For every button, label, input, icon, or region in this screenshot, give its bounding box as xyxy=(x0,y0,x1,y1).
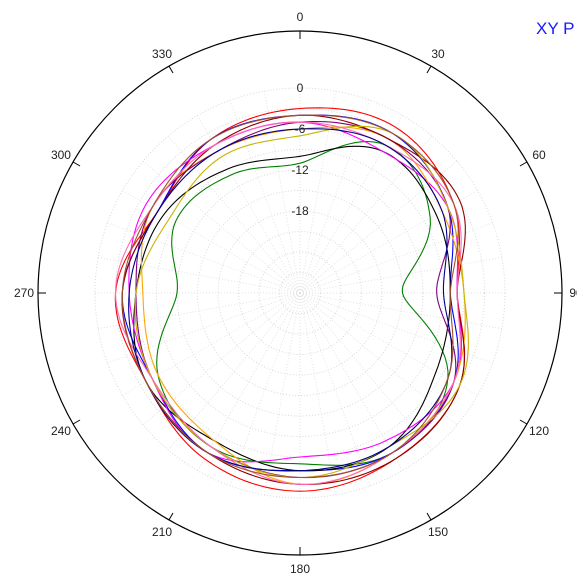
angle-tick xyxy=(519,161,528,167)
label-group: 0 30 60 90 120 150 180 210 240 270 300 330 0 -6 -12 -18 xyxy=(14,10,577,576)
grid-spoke xyxy=(299,292,433,451)
grid-spoke xyxy=(167,135,301,294)
angle-label: 0 xyxy=(297,10,304,24)
angle-label: 180 xyxy=(290,562,310,576)
grid-spoke xyxy=(299,91,337,294)
series-line xyxy=(121,114,459,479)
grid-spoke xyxy=(142,292,301,426)
grid-spoke xyxy=(107,292,301,364)
grid-spoke xyxy=(299,292,458,426)
angle-label: 120 xyxy=(529,424,549,438)
grid-spoke xyxy=(299,256,502,294)
grid-spoke xyxy=(197,292,301,471)
angle-label: 330 xyxy=(152,47,172,61)
grid-spoke xyxy=(229,292,301,486)
grid-spoke xyxy=(299,222,493,294)
series-line xyxy=(156,140,449,466)
angle-label: 240 xyxy=(51,424,71,438)
series-line xyxy=(128,128,453,472)
grid-spoke xyxy=(142,160,301,294)
series-group xyxy=(114,107,469,492)
angle-label: 270 xyxy=(14,286,34,300)
grid-spoke xyxy=(299,160,458,294)
grid-circle xyxy=(258,251,342,335)
grid-spoke xyxy=(299,292,478,396)
grid-circle xyxy=(279,272,321,314)
series-line xyxy=(133,145,451,472)
radial-label: -6 xyxy=(295,122,306,136)
grid-spoke xyxy=(122,190,301,294)
grid-spoke xyxy=(299,100,371,294)
angle-tick xyxy=(519,419,528,425)
grid-spoke xyxy=(299,292,371,486)
angle-tick xyxy=(72,161,81,167)
angle-label: 90 xyxy=(569,286,577,300)
angle-label: 300 xyxy=(51,148,71,162)
grid-spoke xyxy=(107,222,301,294)
angle-tick xyxy=(426,512,432,521)
grid-spoke xyxy=(98,292,301,330)
grid-spoke xyxy=(263,292,301,495)
polar-grid xyxy=(37,30,563,556)
angle-label: 210 xyxy=(152,525,172,539)
grid-spoke xyxy=(299,292,493,364)
angle-tick xyxy=(426,65,432,74)
grid-circle xyxy=(238,231,362,355)
angle-label: 30 xyxy=(431,47,445,61)
grid-spoke xyxy=(299,115,403,294)
radial-label: -18 xyxy=(291,204,309,218)
angle-tick xyxy=(168,65,174,74)
angle-tick xyxy=(168,512,174,521)
angle-label: 150 xyxy=(428,525,448,539)
radial-label: 0 xyxy=(297,81,304,95)
chart-title: XY P xyxy=(536,19,574,38)
angle-tick xyxy=(72,419,81,425)
radial-label: -12 xyxy=(291,163,309,177)
angle-label: 60 xyxy=(532,148,546,162)
grid-spoke xyxy=(299,292,337,495)
grid-spoke xyxy=(98,256,301,294)
grid-spoke xyxy=(122,292,301,396)
grid-spoke xyxy=(167,292,301,451)
grid-spoke xyxy=(197,115,301,294)
grid-spoke xyxy=(229,100,301,294)
grid-spoke xyxy=(263,91,301,294)
grid-spoke xyxy=(299,135,433,294)
grid-spoke xyxy=(299,292,502,330)
grid-spoke xyxy=(299,190,478,294)
grid-spoke xyxy=(299,292,403,471)
